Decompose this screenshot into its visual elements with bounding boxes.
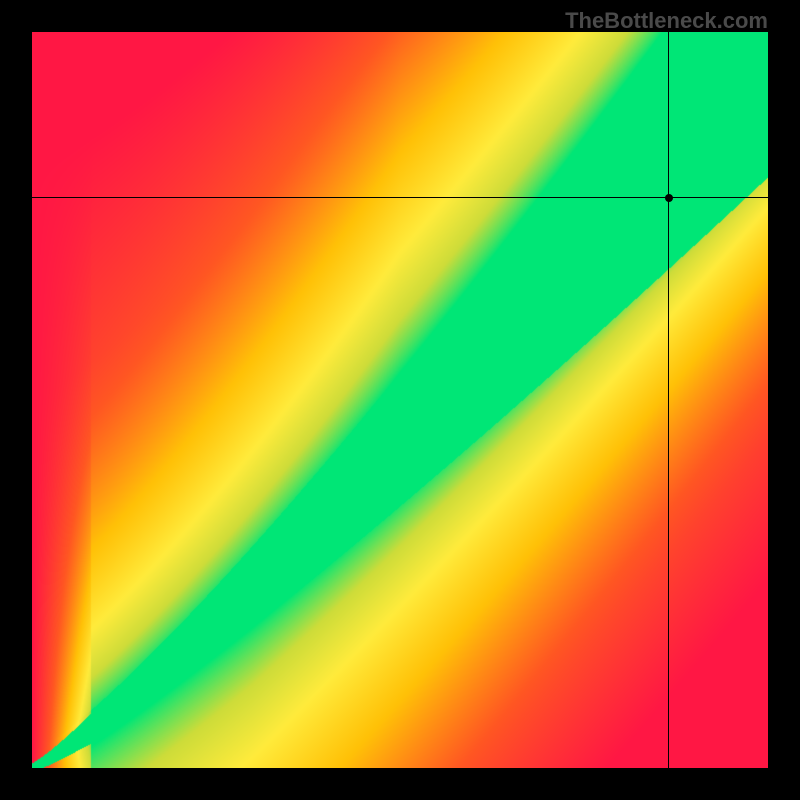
crosshair-marker: [665, 194, 673, 202]
crosshair-horizontal: [32, 197, 768, 198]
chart-container: TheBottleneck.com: [0, 0, 800, 800]
watermark-text: TheBottleneck.com: [565, 8, 768, 34]
plot-area: [32, 32, 768, 768]
heatmap-canvas: [32, 32, 768, 768]
crosshair-vertical: [668, 32, 669, 768]
